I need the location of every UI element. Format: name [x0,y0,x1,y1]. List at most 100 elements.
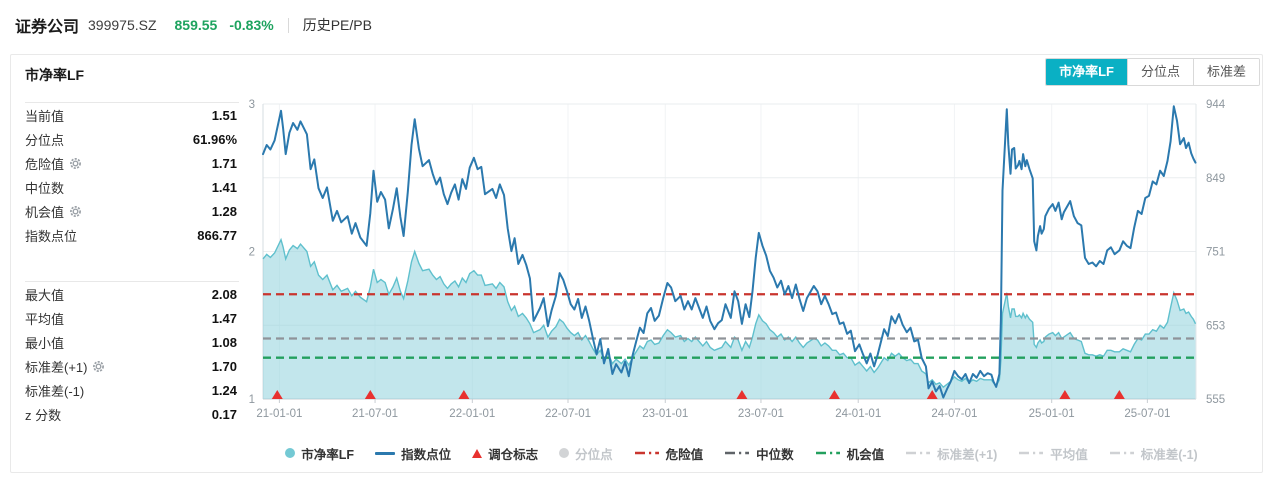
right-axis-label: 653 [1206,320,1225,332]
stat-row-median: 中位数 1.41 [15,175,243,199]
stat-row-opportunity: 机会值 1.28 [15,199,243,223]
mean-marker-icon [1019,451,1044,455]
legend-label: 危险值 [665,447,704,462]
right-axis-label: 944 [1206,99,1226,111]
rebalance-marker [926,390,938,399]
stat-row-zscore: z 分数 0.17 [15,402,243,426]
tab-pb-lf[interactable]: 市净率LF [1046,59,1127,85]
stat-row-std-plus1: 标准差(+1) 1.70 [15,354,243,378]
stat-label: 最小值 [25,335,65,351]
stat-label: 中位数 [25,180,65,196]
rebalance-marker [364,390,376,399]
x-tick-label: 25-01-01 [1029,408,1075,420]
stat-label: 标准差(+1) [25,359,88,375]
index-line-series [262,105,1197,399]
stat-value: 866.77 [197,227,237,243]
x-tick-label: 22-01-01 [449,408,495,420]
index-price: 859.55 [174,17,218,33]
stat-label: 最大值 [25,287,65,303]
gear-icon[interactable] [69,205,82,218]
legend-label: 标准差(+1) [937,447,998,462]
chart-area[interactable]: 21-01-01 21-07-01 22-01-01 22-07-01 23-01-01… [229,96,1241,431]
stat-value: 1.71 [211,155,237,171]
legend-item-pb[interactable]: 市净率LF [285,444,354,463]
stat-value: 61.96% [192,131,237,147]
pb-chart-svg[interactable]: 21-01-01 21-07-01 22-01-01 22-07-01 23-01-01… [229,96,1241,431]
percentile-marker-icon [559,448,570,458]
left-axis-label: 2 [249,247,255,259]
right-axis-label: 555 [1206,394,1225,406]
danger-marker-icon [634,451,659,455]
legend-item-opportunity[interactable]: 机会值 [815,444,885,463]
right-axis-label: 849 [1206,173,1225,185]
left-axis-label: 1 [249,394,255,406]
page-subtitle: 历史PE/PB [302,17,372,33]
stat-row-index-level: 指数点位 866.77 [15,223,243,247]
stat-label: 指数点位 [25,228,78,244]
legend-item-median[interactable]: 中位数 [724,444,794,463]
legend-item-std-minus1[interactable]: 标准差(-1) [1109,444,1198,463]
x-tick-label: 22-07-01 [545,408,591,420]
pb-area-outline [262,237,1197,389]
index-name: 证券公司 [15,19,80,36]
stat-label: 当前值 [25,108,65,124]
legend-label: 调仓标志 [488,447,539,462]
rebalance-marker [828,390,840,399]
stat-label: 分位点 [25,132,65,148]
rebalance-marker [736,390,748,399]
x-tick-label: 24-01-01 [835,408,881,420]
legend-label: 机会值 [846,447,885,462]
stat-row-min: 最小值 1.08 [15,330,243,354]
rebalance-marker [458,390,470,399]
x-tick-label: 25-07-01 [1124,408,1170,420]
stat-value: 1.51 [211,107,237,123]
legend-item-percentile[interactable]: 分位点 [559,444,613,463]
gear-icon[interactable] [69,157,82,170]
rebalance-marker-icon [472,448,483,458]
x-tick-label: 23-01-01 [642,408,688,420]
stat-value: 1.08 [211,334,237,350]
valuation-card: 市净率LF 市净率LF 分位点 标准差 当前值 1.51 分位点 61.96% 危险值 1.7… [10,54,1263,473]
stats-group-top: 当前值 1.51 分位点 61.96% 危险值 1.71 中位数 1.41 机会值 1.28 指数点… [15,103,243,247]
std-plus1-marker-icon [906,451,931,455]
stat-value: 1.47 [211,310,237,326]
tab-percentile[interactable]: 分位点 [1126,59,1193,85]
legend-item-danger[interactable]: 危险值 [634,444,704,463]
std-minus1-marker-icon [1109,451,1134,455]
stats-panel: 当前值 1.51 分位点 61.96% 危险值 1.71 中位数 1.41 机会值 1.28 指数点… [15,102,243,426]
stat-value: 1.70 [211,358,237,374]
pb-marker-icon [285,448,296,458]
index-code: 399975.SZ [88,17,157,33]
gear-icon[interactable] [92,360,105,373]
x-tick-label: 21-07-01 [352,408,398,420]
left-axis-label: 3 [249,99,255,111]
legend-label: 市净率LF [301,447,355,462]
rebalance-marker [1113,390,1125,399]
tab-group: 市净率LF 分位点 标准差 [1045,58,1260,86]
legend-item-mean[interactable]: 平均值 [1018,444,1088,463]
index-change: -0.83% [229,17,274,33]
right-axis-label: 751 [1206,247,1225,259]
stat-label: 危险值 [25,156,65,172]
rebalance-marker [1059,390,1071,399]
legend-item-rebalance[interactable]: 调仓标志 [472,444,538,463]
legend-item-std-plus1[interactable]: 标准差(+1) [905,444,997,463]
legend-label: 标准差(-1) [1140,447,1198,462]
legend-label: 指数点位 [401,447,452,462]
legend-label: 分位点 [575,447,613,462]
stat-value: 2.08 [211,286,237,302]
stat-value: 1.24 [211,382,237,398]
tab-std[interactable]: 标准差 [1192,59,1259,85]
opportunity-marker-icon [815,451,840,455]
stat-value: 0.17 [211,406,237,422]
stat-value: 1.41 [211,179,237,195]
stats-divider-top [25,102,239,103]
stat-row-current: 当前值 1.51 [15,103,243,127]
header: 证券公司 399975.SZ 859.55 -0.83% 历史PE/PB [0,0,1265,50]
stat-row-mean: 平均值 1.47 [15,306,243,330]
legend-item-index[interactable]: 指数点位 [375,444,451,463]
header-divider [287,17,289,33]
stat-row-danger: 危险值 1.71 [15,151,243,175]
stats-divider-bottom [25,281,239,282]
pb-area-series [263,239,1196,399]
